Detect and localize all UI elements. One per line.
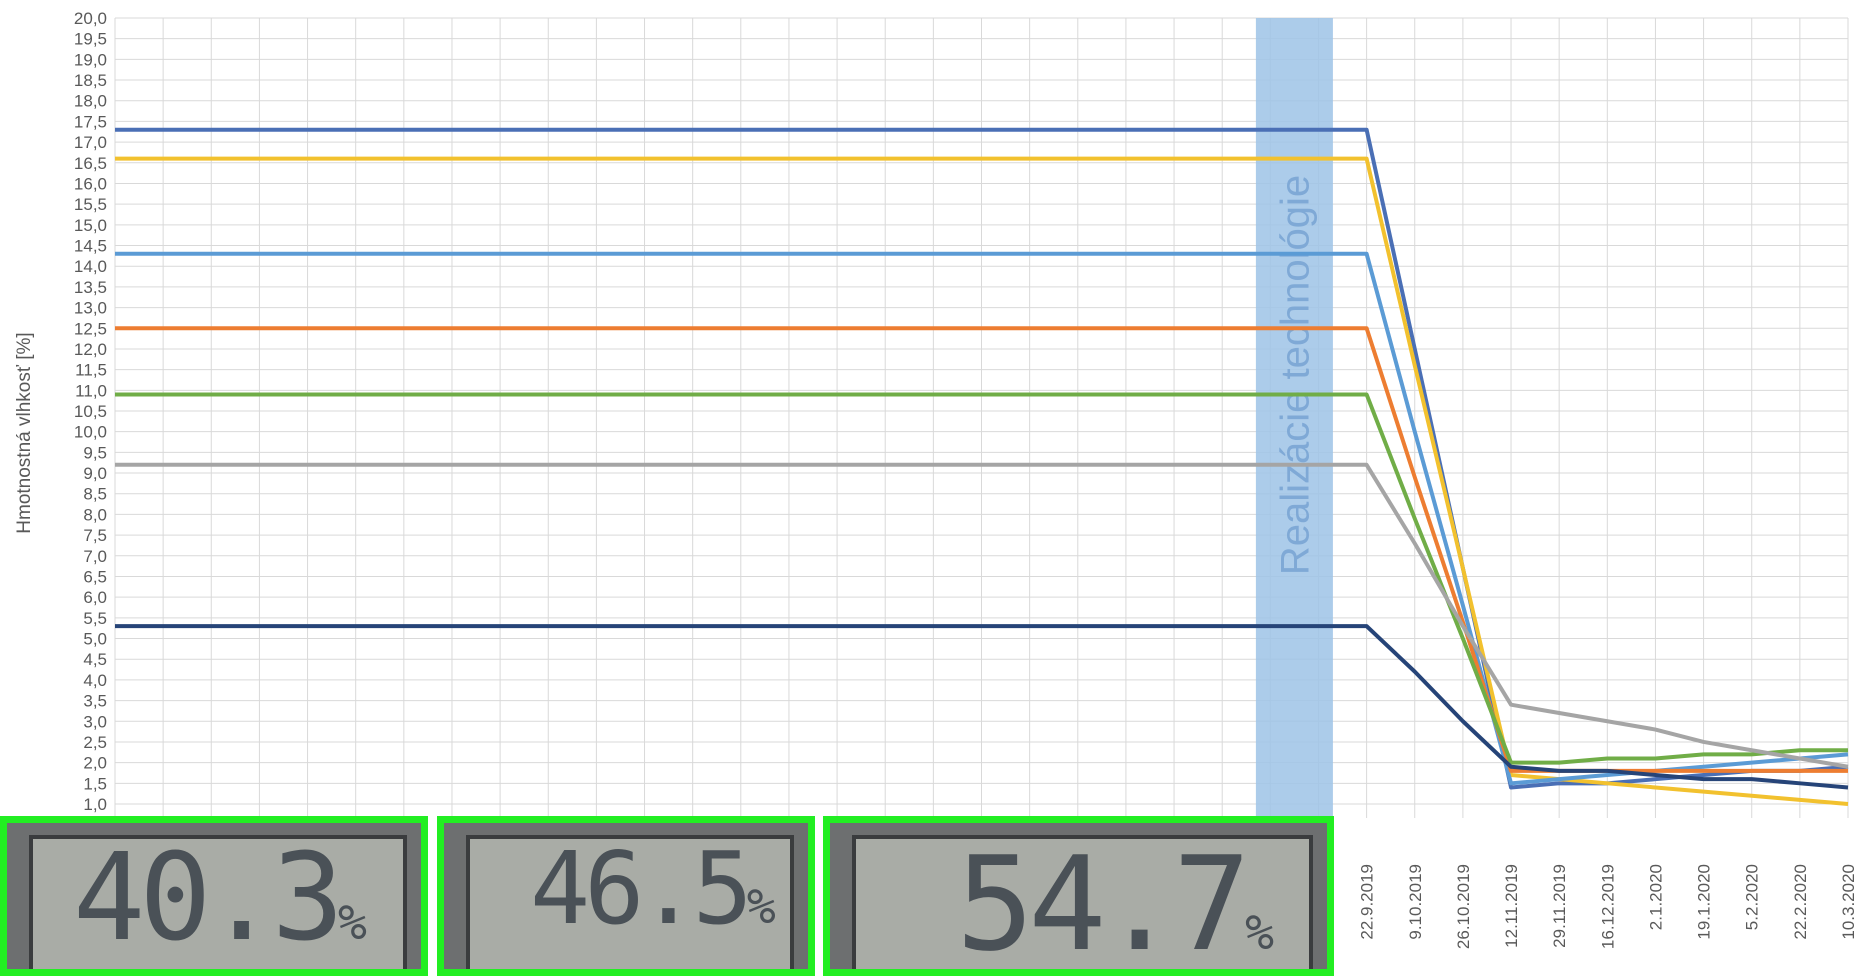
x-tick-label: 16.12.2019 bbox=[1598, 864, 1617, 949]
y-ticks: 1,0 1,52,0 2,5 3,03,5 4,0 4,55,0 5,5 6,0 6,57,0 7… bbox=[74, 9, 107, 814]
photo: 54.7% bbox=[823, 816, 1334, 976]
highlight-band bbox=[1255, 18, 1333, 818]
reading: 54.7 bbox=[956, 828, 1251, 976]
y-tick-label: 12,0 bbox=[74, 340, 107, 359]
y-tick-label: 15,5 bbox=[74, 195, 107, 214]
series-line bbox=[115, 127, 1849, 790]
lcd: 46.5% bbox=[466, 835, 794, 969]
y-tick-label: 14,5 bbox=[74, 237, 107, 256]
y-tick-label: 10,0 bbox=[74, 423, 107, 442]
y-tick-label: 20,0 bbox=[74, 9, 107, 28]
photo: 46.5% bbox=[437, 816, 815, 976]
series-line bbox=[115, 624, 1849, 790]
y-tick-label: 18,0 bbox=[74, 92, 107, 111]
y-tick-label: 5,5 bbox=[83, 609, 107, 628]
y-tick-label: 9,5 bbox=[83, 443, 107, 462]
x-tick-label: 19.1.2020 bbox=[1695, 864, 1714, 940]
y-tick-label: 11,5 bbox=[75, 361, 107, 380]
y-tick-label: 16,5 bbox=[74, 154, 107, 173]
y-tick-label: 13,5 bbox=[74, 278, 107, 297]
y-tick-label: 11,0 bbox=[75, 381, 107, 400]
y-tick-label: 4,0 bbox=[83, 671, 107, 690]
y-tick-label: 7,5 bbox=[83, 526, 107, 545]
series-line bbox=[115, 251, 1849, 786]
y-tick-label: 7,0 bbox=[83, 547, 107, 566]
unit: % bbox=[746, 879, 776, 935]
y-tick-label: 12,5 bbox=[74, 319, 107, 338]
x-tick-label: 22.2.2020 bbox=[1791, 864, 1810, 940]
x-tick-label: 10.3.2020 bbox=[1839, 864, 1858, 940]
grid bbox=[114, 17, 1849, 818]
y-tick-label: 19,5 bbox=[74, 30, 107, 49]
annotation: Realizácie technológie bbox=[1273, 175, 1317, 575]
y-tick-label: 8,5 bbox=[83, 485, 107, 504]
y-tick-label: 10,5 bbox=[74, 402, 107, 421]
y-tick-label: 3,5 bbox=[83, 692, 107, 711]
y-tick-label: 4,5 bbox=[83, 650, 107, 669]
y-tick-label: 13,0 bbox=[74, 299, 107, 318]
y-tick-label: 19,0 bbox=[74, 50, 107, 69]
y-tick-label: 18,5 bbox=[74, 71, 107, 90]
photo: 40.3% bbox=[0, 816, 428, 976]
x-tick-label: 29.11.2019 bbox=[1550, 864, 1569, 948]
y-tick-label: 16,0 bbox=[74, 174, 107, 193]
y-tick-label: 17,0 bbox=[74, 133, 107, 152]
x-tick-label: 26.10.2019 bbox=[1454, 864, 1473, 949]
x-tick-label: 12.11.2019 bbox=[1502, 864, 1521, 948]
reading: 46.5 bbox=[530, 830, 753, 947]
y-tick-label: 1,0 bbox=[83, 795, 107, 814]
series-line bbox=[115, 462, 1849, 769]
x-tick-label: 9.10.2019 bbox=[1406, 864, 1425, 940]
unit: % bbox=[1245, 905, 1274, 961]
lcd: 54.7% bbox=[852, 835, 1313, 969]
y-axis-label: Hmotnostná vlhkosť [%] bbox=[14, 332, 35, 533]
x-tick-label: 5.2.2020 bbox=[1743, 864, 1762, 930]
y-tick-label: 3,0 bbox=[83, 712, 107, 731]
y-tick-label: 6,5 bbox=[83, 567, 107, 586]
y-tick-label: 8,0 bbox=[83, 505, 107, 524]
reading: 40.3 bbox=[73, 829, 344, 968]
y-tick-label: 6,0 bbox=[83, 588, 107, 607]
y-tick-label: 1,5 bbox=[83, 774, 107, 793]
x-tick-label: 2.1.2020 bbox=[1646, 864, 1665, 930]
y-tick-label: 2,0 bbox=[83, 754, 107, 773]
y-tick-label: 5,0 bbox=[83, 630, 107, 649]
unit: % bbox=[337, 895, 367, 951]
lcd: 40.3% bbox=[29, 835, 407, 969]
y-tick-label: 15,0 bbox=[74, 216, 107, 235]
y-tick-label: 2,5 bbox=[83, 733, 107, 752]
y-tick-label: 17,5 bbox=[74, 112, 107, 131]
y-tick-label: 14,0 bbox=[74, 257, 107, 276]
y-tick-label: 9,0 bbox=[83, 464, 107, 483]
series-line bbox=[115, 392, 1848, 765]
x-tick-label: 22.9.2019 bbox=[1358, 864, 1377, 940]
